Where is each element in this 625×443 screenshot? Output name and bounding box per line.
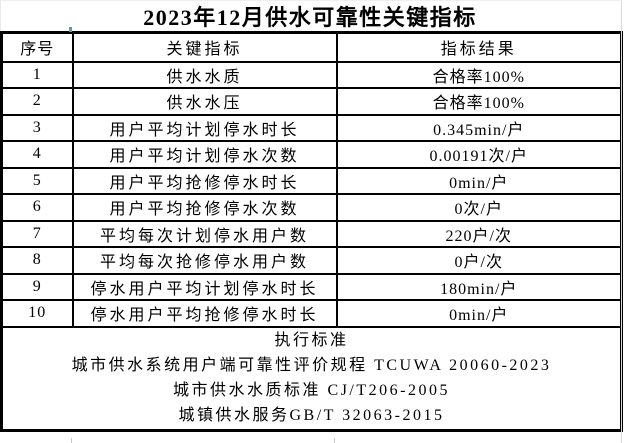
gridline-stub-col1 — [71, 438, 72, 443]
cell-serial[interactable]: 5 — [0, 166, 74, 195]
table-row: 8 平均每次抢修停水用户数 0户/次 — [0, 246, 623, 275]
standard-line: 城镇供水服务GB/T 32063-2015 — [178, 407, 445, 424]
table-row: 9 停水用户平均计划停水时长 180min/户 — [0, 272, 623, 301]
cell-indicator[interactable]: 供水水质 — [71, 60, 338, 89]
cell-result[interactable]: 合格率100% — [335, 87, 623, 116]
cell-indicator[interactable]: 供水水压 — [71, 87, 338, 116]
gridline-top — [0, 0, 620, 1]
header-cell-indicator[interactable]: 关键指标 — [71, 31, 338, 63]
cell-result[interactable]: 0.00191次/户 — [335, 140, 623, 169]
cell-result[interactable]: 0min/户 — [335, 299, 623, 328]
standard-line: 城市供水水质标准 CJ/T206-2005 — [173, 382, 450, 399]
cell-indicator[interactable]: 停水用户平均抢修停水时长 — [71, 299, 338, 328]
cell-result[interactable]: 0户/次 — [335, 246, 623, 275]
cell-indicator[interactable]: 用户平均计划停水次数 — [71, 140, 338, 169]
header-cell-serial-selected[interactable]: 序号 — [0, 31, 74, 63]
table-row: 10 停水用户平均抢修停水时长 0min/户 — [0, 299, 623, 328]
gridline-right — [621, 0, 622, 443]
cell-result[interactable]: 0.345min/户 — [335, 113, 623, 142]
standards-cell[interactable]: 执行标准 城市供水系统用户端可靠性评价规程 TCUWA 20060-2023 城… — [0, 325, 623, 431]
table-row: 7 平均每次计划停水用户数 220户/次 — [0, 219, 623, 248]
table-row: 2 供水水压 合格率100% — [0, 87, 623, 116]
footer-row: 执行标准 城市供水系统用户端可靠性评价规程 TCUWA 20060-2023 城… — [0, 325, 623, 431]
cell-indicator[interactable]: 平均每次计划停水用户数 — [71, 219, 338, 248]
cell-serial[interactable]: 7 — [0, 219, 74, 248]
cell-indicator[interactable]: 用户平均计划停水时长 — [71, 113, 338, 142]
cell-serial[interactable]: 3 — [0, 113, 74, 142]
table-row: 4 用户平均计划停水次数 0.00191次/户 — [0, 140, 623, 169]
cell-result[interactable]: 0min/户 — [335, 166, 623, 195]
cell-result[interactable]: 合格率100% — [335, 60, 623, 89]
selection-corner-nub — [69, 27, 72, 32]
cell-serial[interactable]: 9 — [0, 272, 74, 301]
standards-heading: 执行标准 — [274, 332, 349, 349]
cell-serial[interactable]: 10 — [0, 299, 74, 328]
gridline-stub-col2 — [334, 438, 335, 443]
table-row: 5 用户平均抢修停水时长 0min/户 — [0, 166, 623, 195]
standard-line: 城市供水系统用户端可靠性评价规程 TCUWA 20060-2023 — [71, 357, 552, 374]
cell-result[interactable]: 180min/户 — [335, 272, 623, 301]
header-cell-result[interactable]: 指标结果 — [335, 31, 623, 63]
cell-indicator[interactable]: 平均每次抢修停水用户数 — [71, 246, 338, 275]
cell-result[interactable]: 0次/户 — [335, 193, 623, 222]
cell-serial[interactable]: 2 — [0, 87, 74, 116]
cell-serial[interactable]: 8 — [0, 246, 74, 275]
cell-indicator[interactable]: 用户平均抢修停水次数 — [71, 193, 338, 222]
table-row: 3 用户平均计划停水时长 0.345min/户 — [0, 113, 623, 142]
cell-indicator[interactable]: 停水用户平均计划停水时长 — [71, 272, 338, 301]
cell-serial[interactable]: 4 — [0, 140, 74, 169]
table-row: 1 供水水质 合格率100% — [0, 60, 623, 89]
indicator-table: 序号 关键指标 指标结果 1 供水水质 合格率100% 2 供水水压 合格率10… — [0, 31, 623, 432]
cell-result[interactable]: 220户/次 — [335, 219, 623, 248]
gridline-left — [0, 0, 1, 31]
cell-indicator[interactable]: 用户平均抢修停水时长 — [71, 166, 338, 195]
table-title-cell[interactable]: 2023年12月供水可靠性关键指标 — [143, 4, 477, 30]
cell-serial[interactable]: 6 — [0, 193, 74, 222]
header-row: 序号 关键指标 指标结果 — [0, 31, 623, 63]
table-row: 6 用户平均抢修停水次数 0次/户 — [0, 193, 623, 222]
cell-serial[interactable]: 1 — [0, 60, 74, 89]
